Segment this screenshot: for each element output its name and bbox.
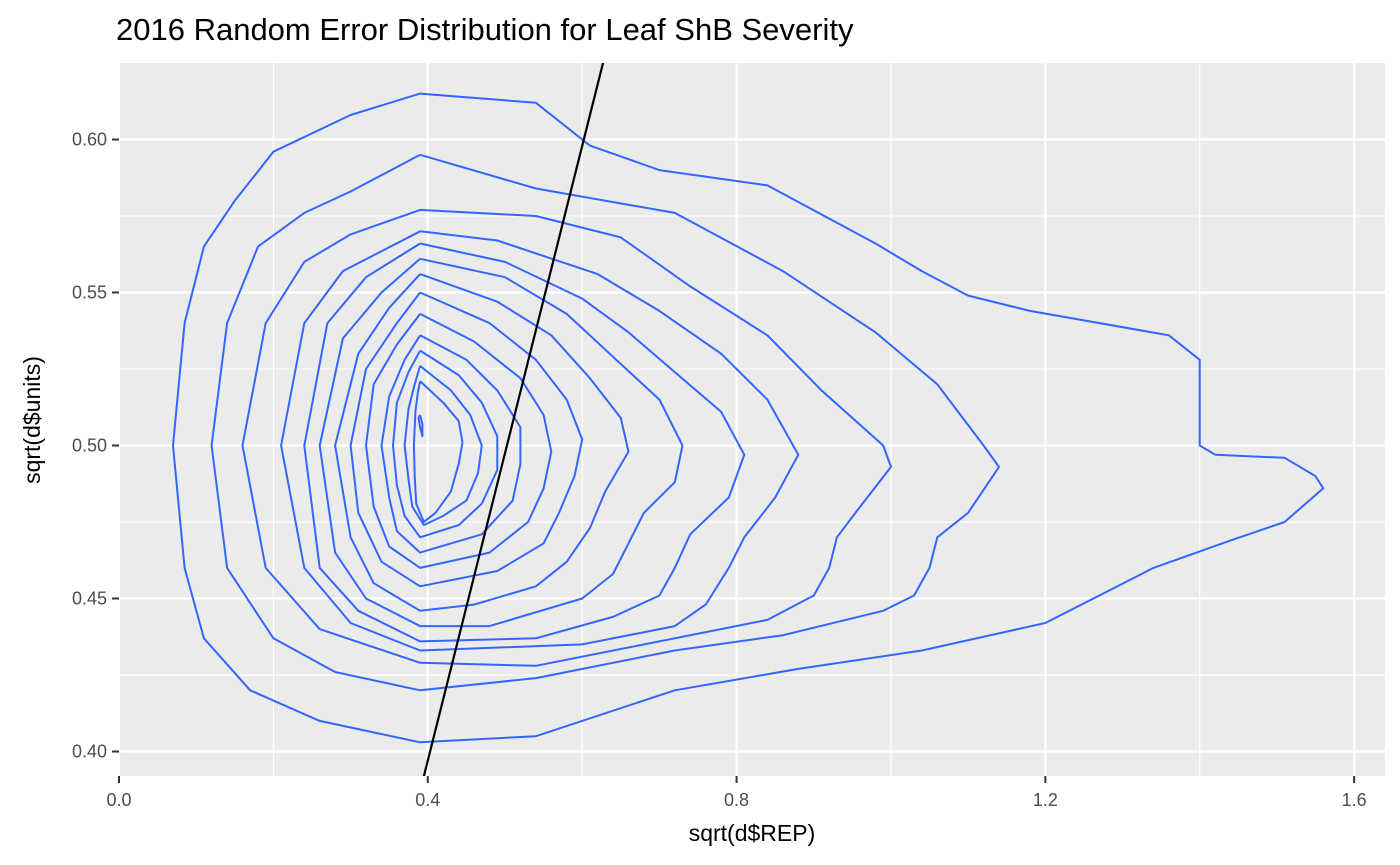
- x-tick-label: 0.8: [724, 790, 749, 810]
- contour-line-13: [412, 380, 464, 523]
- contour-line-14: [417, 414, 424, 438]
- plot-panel: [119, 63, 1385, 776]
- x-tick-label: 0.4: [415, 790, 440, 810]
- chart-title: 2016 Random Error Distribution for Leaf …: [116, 12, 854, 47]
- contour-line-1: [172, 92, 1325, 744]
- contour-line-3: [241, 208, 892, 667]
- contour-line-12: [403, 365, 483, 527]
- x-tick-label: 0.0: [106, 790, 131, 810]
- x-axis-title: sqrt(d$REP): [689, 820, 816, 846]
- contour-line-5: [303, 242, 746, 643]
- reference-line-group: [422, 63, 605, 776]
- x-tick-label: 1.6: [1342, 790, 1367, 810]
- contour-line-10: [380, 334, 522, 554]
- y-tick-label: 0.45: [72, 589, 107, 609]
- contour-line-2: [210, 153, 1000, 692]
- contour-lines: [172, 92, 1325, 744]
- contour-line-4: [280, 230, 800, 652]
- grid-major: [117, 63, 1385, 776]
- contour-line-7: [334, 273, 630, 612]
- y-tick-label: 0.40: [72, 742, 107, 762]
- y-tick-label: 0.55: [72, 283, 107, 303]
- y-tick-label: 0.60: [72, 130, 107, 150]
- grid-minor: [119, 63, 1385, 776]
- y-tick-label: 0.50: [72, 436, 107, 456]
- x-tick-label: 1.2: [1033, 790, 1058, 810]
- y-axis: 0.40 0.45 0.50 0.55 0.60: [72, 130, 119, 762]
- contour-line-6: [318, 257, 684, 628]
- x-axis: 0.0 0.4 0.8 1.2 1.6: [106, 776, 1367, 810]
- contour-line-8: [349, 291, 584, 588]
- contour-line-11: [392, 349, 499, 539]
- contour-line-9: [365, 313, 553, 569]
- y-axis-title: sqrt(d$units): [19, 356, 45, 484]
- reference-line: [422, 63, 605, 776]
